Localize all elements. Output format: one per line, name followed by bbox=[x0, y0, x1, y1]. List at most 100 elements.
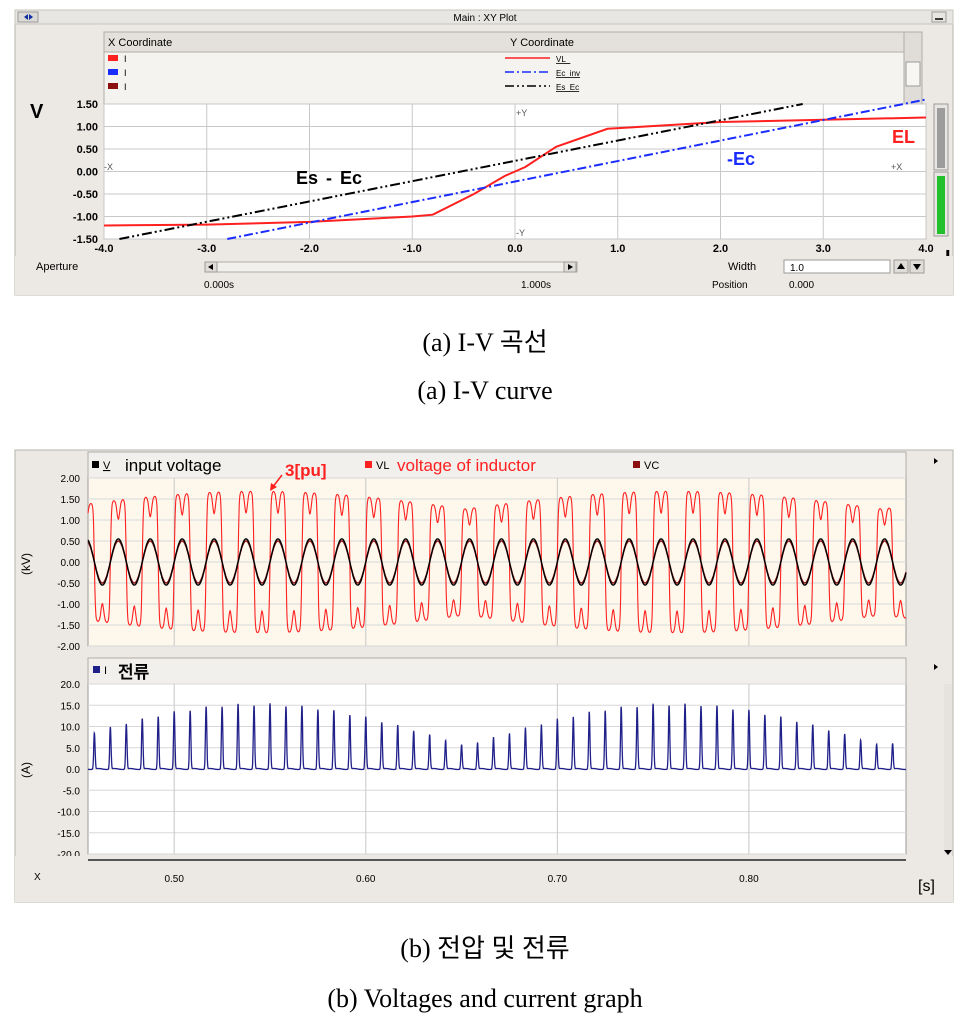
width-field[interactable] bbox=[783, 259, 891, 274]
title-bar bbox=[14, 9, 954, 25]
minus-x-label: -X bbox=[104, 162, 113, 172]
xy-series bbox=[103, 98, 927, 240]
y-tick-label: 2.00 bbox=[61, 474, 81, 485]
width-stepper-down[interactable] bbox=[909, 259, 925, 274]
legend-header bbox=[103, 31, 905, 53]
time-tick-label: 0.60 bbox=[356, 874, 376, 885]
voltage-panel-arrow-icon[interactable] bbox=[934, 458, 938, 464]
y-tick-label: -1.50 bbox=[57, 621, 80, 632]
x-tick-label: -1.0 bbox=[403, 243, 422, 255]
peak-annotation: 3[pu] bbox=[270, 461, 327, 491]
time-tick-label: 0.50 bbox=[164, 874, 184, 885]
legend-marker bbox=[633, 461, 640, 468]
current-legend-bar bbox=[87, 657, 907, 685]
series-line-es-ec bbox=[119, 103, 803, 240]
svg-text:Es-Ec: Es - Ec bbox=[296, 168, 362, 188]
aperture-label: Aperture bbox=[36, 261, 78, 273]
series-line-current bbox=[87, 703, 907, 771]
position-label: Position bbox=[712, 280, 748, 291]
y-tick-label: -20.0 bbox=[57, 850, 80, 861]
legend-scrollbar[interactable] bbox=[903, 31, 923, 105]
series-line-vl- bbox=[103, 116, 927, 227]
width-value: 1.0 bbox=[790, 263, 804, 274]
time-end: 1.000s bbox=[521, 280, 551, 291]
caption-a-korean: (a) I-V 곡선 bbox=[422, 328, 548, 357]
zoom-gauge[interactable] bbox=[933, 103, 949, 237]
legend-x-marker bbox=[108, 69, 118, 75]
legend-x-label: I bbox=[124, 54, 127, 64]
legend-x-marker bbox=[108, 83, 118, 89]
current-y-label: (A) bbox=[19, 762, 33, 778]
width-stepper-up[interactable] bbox=[893, 259, 909, 274]
series-line-input-voltage bbox=[87, 538, 907, 586]
plus-y-label: +Y bbox=[516, 108, 527, 118]
x-tick-label: 2.0 bbox=[713, 243, 728, 255]
legend-marker bbox=[365, 461, 372, 468]
time-start: 0.000s bbox=[204, 280, 234, 291]
y-tick-label: 0.50 bbox=[61, 537, 81, 548]
legend-series-text: voltage of inductor bbox=[397, 456, 536, 475]
legend-x-label: I bbox=[124, 68, 127, 78]
window-title: Main : XY Plot bbox=[453, 13, 516, 24]
y-tick-label: -1.00 bbox=[57, 600, 80, 611]
y-tick-label: 5.0 bbox=[66, 744, 80, 755]
x-tick-label: -4.0 bbox=[95, 243, 114, 255]
x-tick-label: 3.0 bbox=[816, 243, 831, 255]
y-tick-label: 0.50 bbox=[77, 144, 98, 156]
current-panel-arrow-icon[interactable] bbox=[934, 664, 938, 670]
voltage-series bbox=[87, 490, 907, 634]
x-tick-label: 0.0 bbox=[507, 243, 522, 255]
y-tick-label: 10.0 bbox=[61, 723, 81, 734]
legend-series-label: V bbox=[103, 460, 111, 472]
caption-b-korean: (b) 전압 및 전류 bbox=[400, 934, 570, 963]
legend-x-label: I bbox=[124, 82, 127, 92]
y-tick-label: -2.00 bbox=[57, 642, 80, 653]
y-tick-label: -0.50 bbox=[73, 189, 98, 201]
legend-y-label: VL_ bbox=[556, 55, 571, 64]
caption-a-english: (a) I-V curve bbox=[417, 376, 553, 405]
plus-x-label: +X bbox=[891, 162, 902, 172]
window-menu-icon[interactable] bbox=[17, 11, 39, 23]
time-tick-labels: 0.50 0.60 0.70 0.80 bbox=[164, 874, 759, 885]
y-tick-label: 20.0 bbox=[61, 680, 81, 691]
xy-legend-rows: I VL_ I Ec_inv I Es_Ec bbox=[108, 54, 580, 92]
current-scrollbar[interactable] bbox=[944, 684, 952, 855]
time-axis-unit: [s] bbox=[918, 878, 935, 895]
y-tick-label: -15.0 bbox=[57, 829, 80, 840]
minus-y-label: -Y bbox=[516, 228, 525, 238]
voltage-tick-labels: 2.00 1.50 1.00 0.50 0.00 -0.50 -1.00 -1.50 -2.00 bbox=[57, 474, 80, 653]
x-coordinate-header: X Coordinate bbox=[108, 37, 172, 49]
y-tick-label: 1.50 bbox=[77, 99, 98, 111]
svg-text:전류: 전류 bbox=[118, 663, 150, 682]
y-tick-label: -0.50 bbox=[57, 579, 80, 590]
y-tick-label: 1.00 bbox=[77, 122, 98, 134]
y-tick-label: -10.0 bbox=[57, 808, 80, 819]
y-tick-label: -5.0 bbox=[63, 786, 81, 797]
voltage-grid bbox=[88, 477, 906, 647]
time-tick-label: 0.80 bbox=[739, 874, 759, 885]
annotation-el: EL bbox=[892, 127, 915, 147]
annotation-neg-ec: -Ec bbox=[727, 149, 755, 169]
y-tick-label: -1.00 bbox=[73, 212, 98, 224]
xy-plot-window: Main : XY Plot X Coordinate Y Coordinate… bbox=[14, 9, 954, 296]
series-line-voltage-of-inductor bbox=[87, 490, 907, 634]
y-tick-label: 1.00 bbox=[61, 516, 81, 527]
x-tick-label: -2.0 bbox=[300, 243, 319, 255]
width-label: Width bbox=[728, 261, 756, 273]
y-axis-title: V bbox=[30, 101, 44, 123]
y-tick-label: 0.00 bbox=[61, 558, 81, 569]
minimize-icon[interactable] bbox=[931, 11, 947, 23]
y-coordinate-header: Y Coordinate bbox=[510, 37, 574, 49]
legend-y-label: Ec_inv bbox=[556, 69, 580, 78]
voltage-y-label: (kV) bbox=[19, 553, 33, 575]
svg-text:3[pu]: 3[pu] bbox=[285, 461, 327, 480]
xy-grid bbox=[103, 103, 927, 240]
current-tick-labels: 20.0 15.0 10.0 5.0 0.0 -5.0 -10.0 -15.0 -20.0 bbox=[57, 680, 80, 861]
legend-series-label: VL bbox=[376, 460, 389, 472]
time-axis-bar bbox=[15, 856, 953, 902]
x-tick-label: 1.0 bbox=[610, 243, 625, 255]
aperture-slider[interactable] bbox=[204, 261, 578, 273]
current-legend: I 전류 bbox=[93, 663, 150, 682]
